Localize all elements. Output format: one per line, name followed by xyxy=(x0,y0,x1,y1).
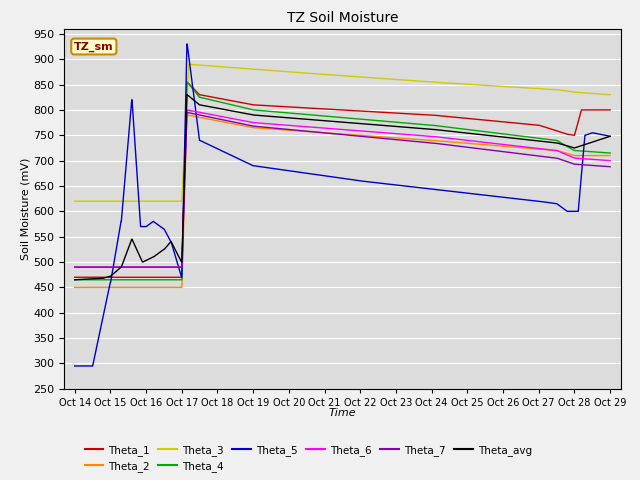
Title: TZ Soil Moisture: TZ Soil Moisture xyxy=(287,11,398,25)
Text: TZ_sm: TZ_sm xyxy=(74,41,114,52)
Y-axis label: Soil Moisture (mV): Soil Moisture (mV) xyxy=(20,157,30,260)
Legend: Theta_1, Theta_2, Theta_3, Theta_4, Theta_5, Theta_6, Theta_7, Theta_avg: Theta_1, Theta_2, Theta_3, Theta_4, Thet… xyxy=(81,441,536,476)
X-axis label: Time: Time xyxy=(328,408,356,418)
